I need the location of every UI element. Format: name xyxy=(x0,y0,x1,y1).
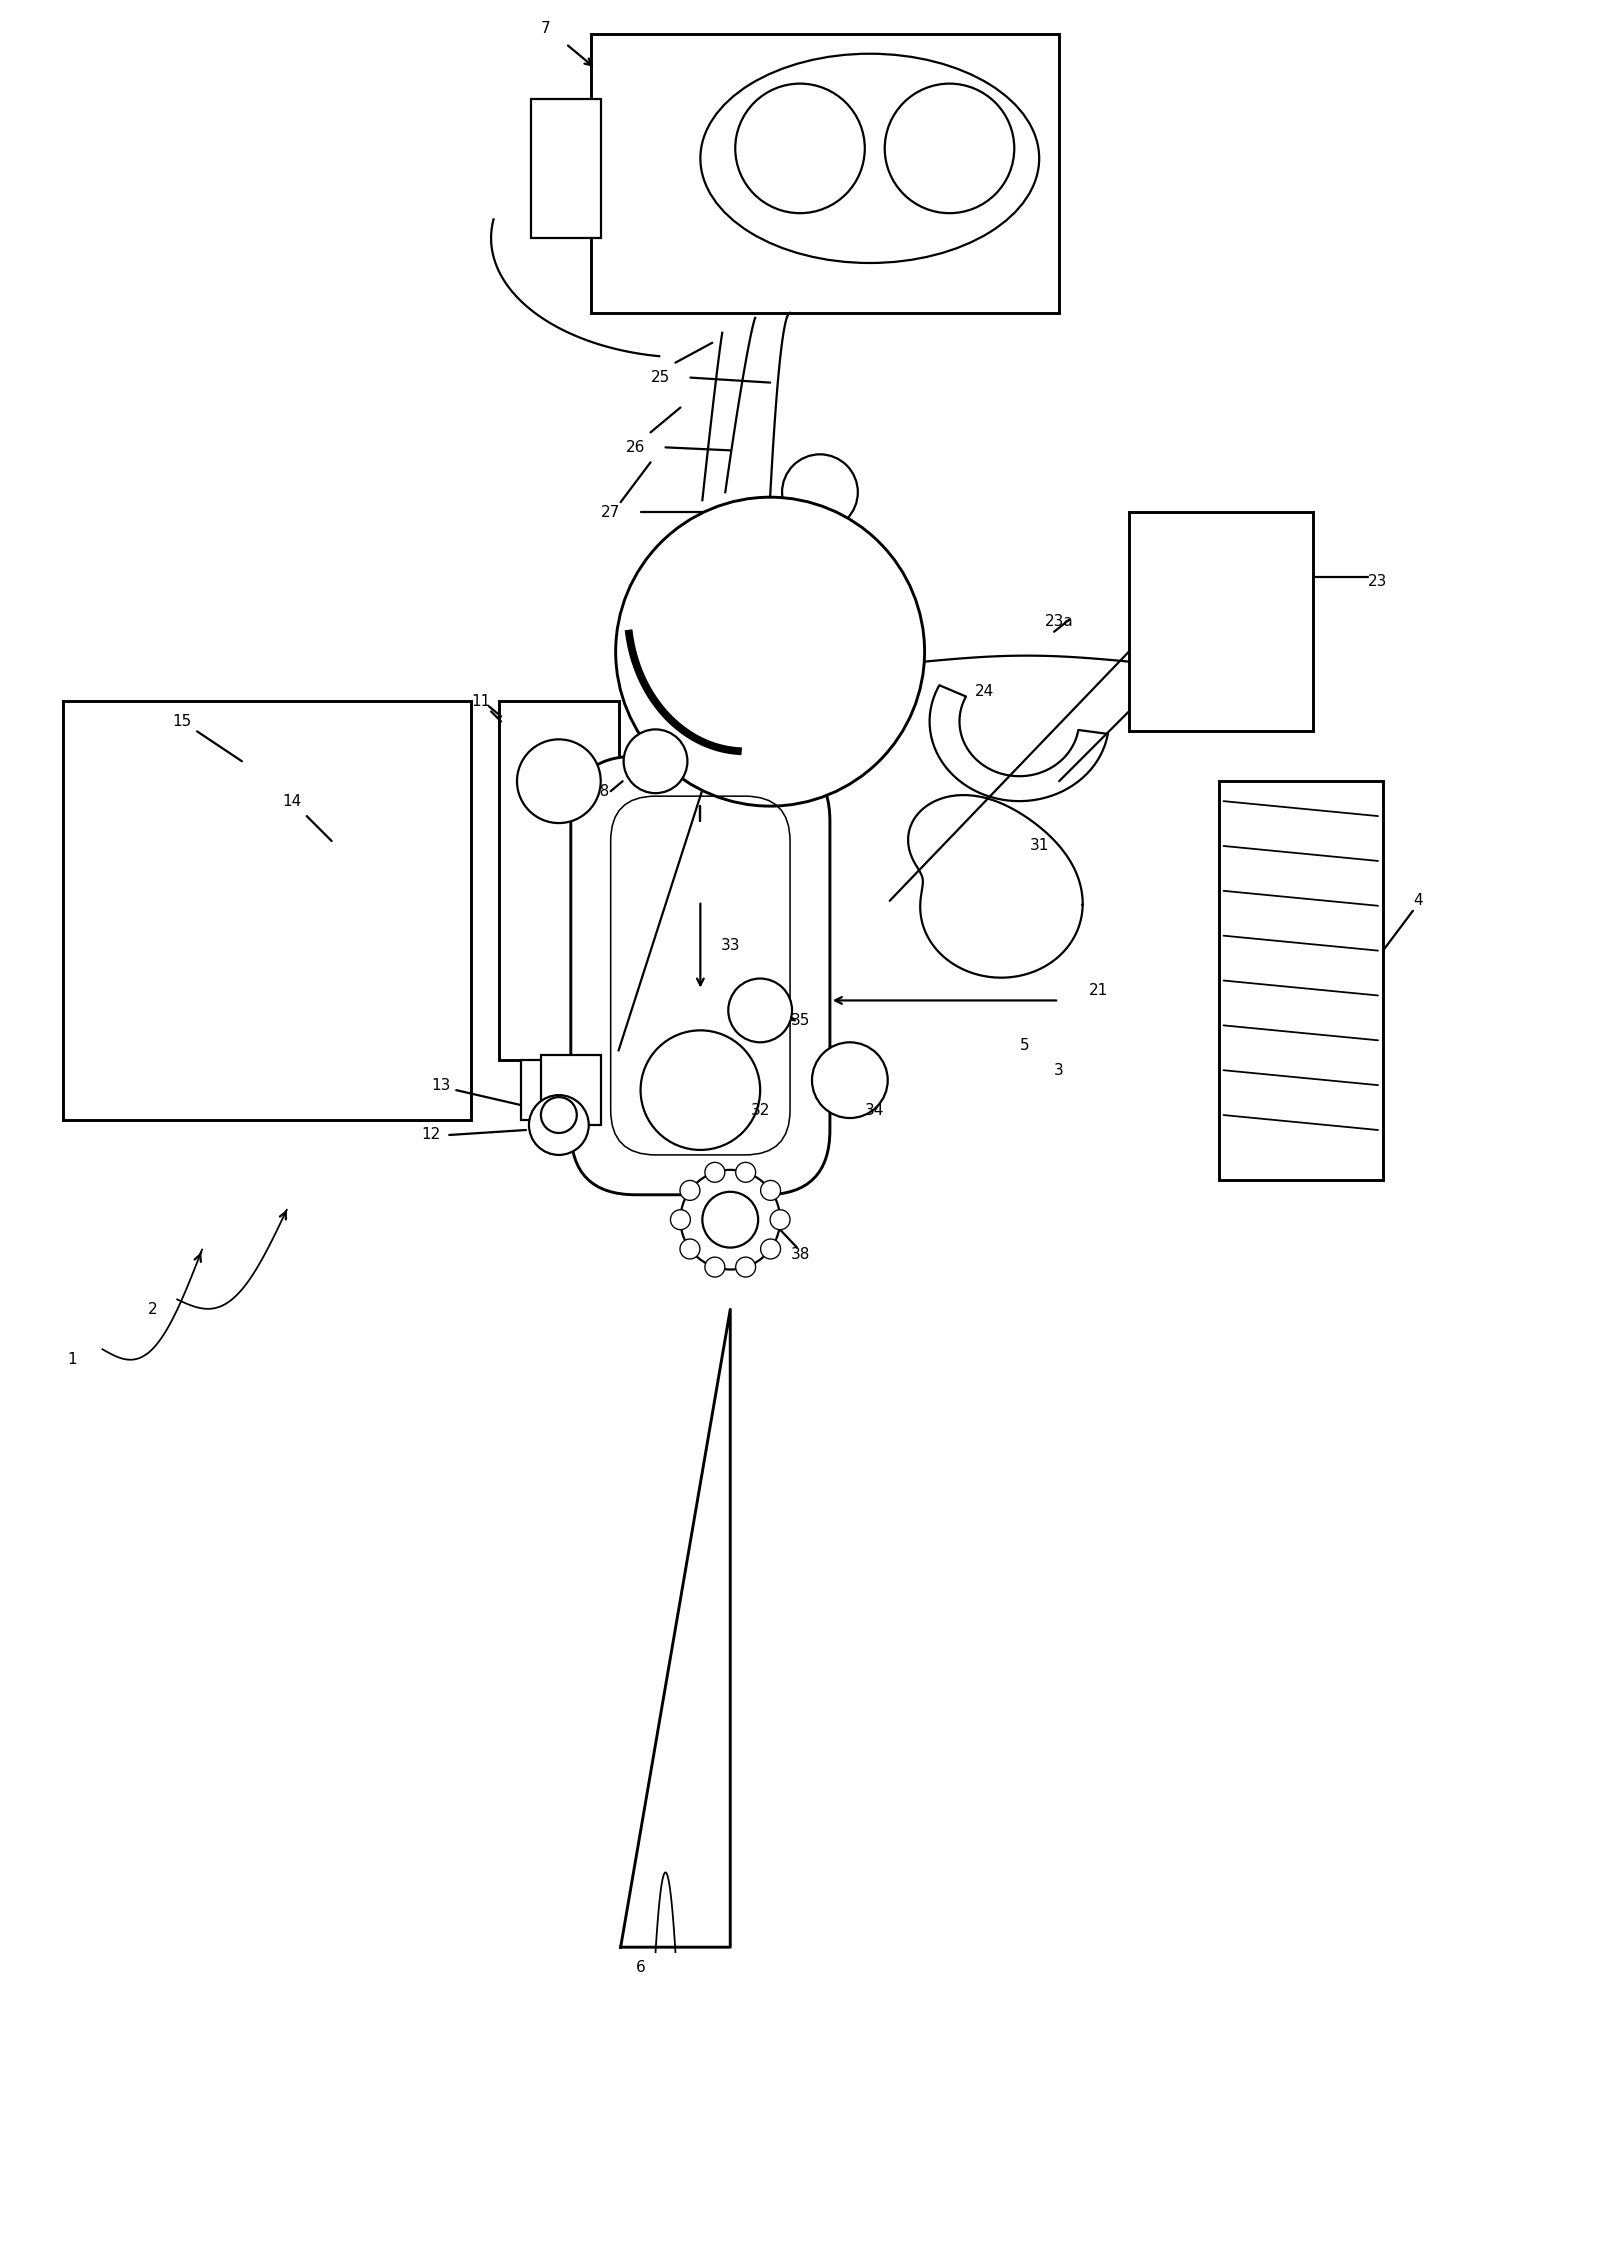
Circle shape xyxy=(771,1210,790,1230)
Circle shape xyxy=(624,730,687,794)
Text: 27: 27 xyxy=(601,504,621,520)
Circle shape xyxy=(735,1257,756,1277)
Text: 38: 38 xyxy=(790,1248,809,1262)
Bar xyxy=(1219,782,1383,1180)
Text: 3: 3 xyxy=(1054,1063,1064,1078)
Bar xyxy=(1128,513,1314,730)
Circle shape xyxy=(782,454,858,529)
Circle shape xyxy=(703,1192,758,1248)
Bar xyxy=(63,701,471,1119)
Circle shape xyxy=(680,1169,780,1268)
Text: 26: 26 xyxy=(625,441,645,454)
Circle shape xyxy=(735,1162,756,1183)
Text: 32: 32 xyxy=(751,1103,771,1117)
Bar xyxy=(530,99,601,237)
Circle shape xyxy=(640,1031,761,1151)
Bar xyxy=(542,1056,601,1126)
Text: 23a: 23a xyxy=(1045,615,1074,629)
Circle shape xyxy=(680,1180,700,1201)
Circle shape xyxy=(671,1210,690,1230)
Polygon shape xyxy=(908,796,1083,977)
Text: 31: 31 xyxy=(1030,839,1049,852)
Circle shape xyxy=(704,1162,725,1183)
Circle shape xyxy=(680,1239,700,1259)
Circle shape xyxy=(885,84,1014,213)
Ellipse shape xyxy=(700,54,1040,262)
Circle shape xyxy=(761,1180,780,1201)
Text: 7: 7 xyxy=(542,20,551,36)
Text: 1: 1 xyxy=(68,1352,77,1366)
Text: 28: 28 xyxy=(592,785,611,798)
FancyBboxPatch shape xyxy=(571,755,830,1194)
Text: 24: 24 xyxy=(975,685,995,699)
Text: 15: 15 xyxy=(172,714,192,728)
Circle shape xyxy=(735,84,864,213)
Text: 33: 33 xyxy=(721,938,740,954)
Circle shape xyxy=(812,1042,888,1117)
Bar xyxy=(500,701,619,1060)
Text: 23: 23 xyxy=(1369,574,1388,590)
Text: 6: 6 xyxy=(635,1960,645,1974)
Bar xyxy=(590,34,1059,312)
Circle shape xyxy=(517,739,601,823)
Text: 5: 5 xyxy=(1019,1038,1028,1054)
Text: 12: 12 xyxy=(422,1128,442,1142)
Text: 14: 14 xyxy=(282,794,301,809)
Circle shape xyxy=(761,1239,780,1259)
Circle shape xyxy=(704,1257,725,1277)
Circle shape xyxy=(729,979,791,1042)
Circle shape xyxy=(529,1094,588,1155)
Text: 21: 21 xyxy=(1090,984,1109,997)
Circle shape xyxy=(542,1097,577,1133)
Text: 25: 25 xyxy=(651,371,671,384)
Text: 11: 11 xyxy=(471,694,490,710)
Text: 35: 35 xyxy=(790,1013,809,1029)
Bar xyxy=(521,1060,580,1119)
Text: 2: 2 xyxy=(147,1302,156,1316)
Circle shape xyxy=(616,497,925,807)
Text: 34: 34 xyxy=(866,1103,885,1117)
Text: 23b: 23b xyxy=(816,540,845,554)
Text: 13: 13 xyxy=(432,1078,451,1092)
Text: 4: 4 xyxy=(1414,893,1423,909)
